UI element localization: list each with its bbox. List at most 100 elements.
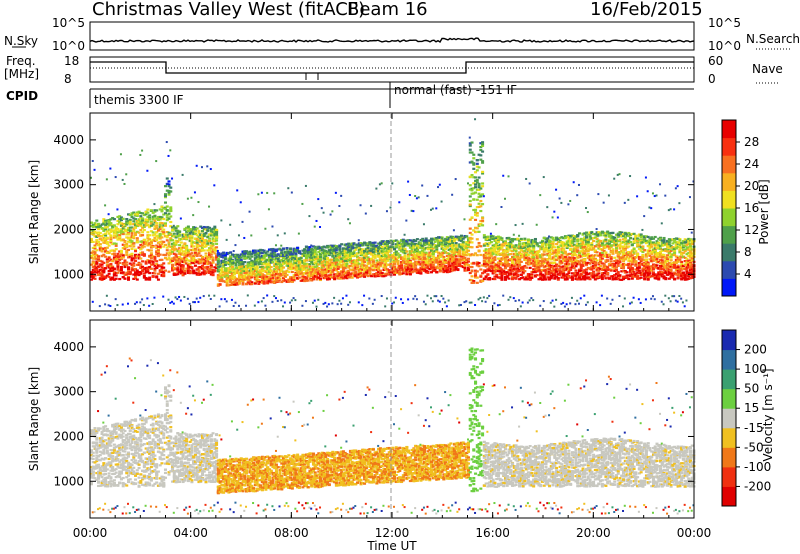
echo-cell [276,262,280,265]
echo-cell [447,240,451,243]
echo-cell [257,251,261,255]
echo-cell [477,195,481,198]
echo-cell [144,262,148,265]
echo-cell [200,236,204,239]
echo-cell [475,179,479,182]
echo-cell [475,188,479,191]
scatter-cell [412,210,415,213]
echo-cell [375,267,379,270]
echo-cell [333,256,337,260]
echo-cell [197,266,201,269]
echo-cell [107,219,111,223]
echo-cell [373,246,377,250]
echo-cell [181,236,185,239]
echo-cell [310,268,314,271]
echo-cell [126,268,130,271]
echo-cell [419,245,423,249]
echo-cell [466,257,470,260]
echo-cell [121,263,125,266]
echo-cell [391,256,395,260]
echo-cell [472,254,476,257]
echo-cell [206,268,210,271]
echo-cell [297,270,301,273]
echo-cell [153,272,157,275]
echo-cell [382,247,386,251]
echo-cell [319,260,323,263]
echo-cell [91,250,95,253]
echo-cell [149,222,153,225]
echo-cell [193,230,197,233]
echo-cell [422,239,426,242]
echo-cell [176,256,180,259]
noise-cell [333,296,336,299]
echo-cell [137,246,141,249]
echo-cell [141,234,145,237]
echo-cell [169,233,173,236]
echo-cell [132,220,136,223]
echo-cell [90,256,93,259]
echo-cell [303,266,307,269]
echo-cell [315,275,319,279]
echo-cell [97,255,101,258]
scatter-cell [421,184,424,187]
echo-cell [105,260,109,264]
echo-cell [146,215,150,218]
scatter-cell [466,182,469,185]
echo-cell [237,275,241,278]
echo-cell [119,232,123,235]
echo-cell [324,252,328,256]
echo-cell [239,260,243,263]
echo-cell [266,250,270,253]
echo-cell [158,253,162,256]
echo-cell [160,273,164,276]
echo-cell [202,225,206,229]
echo-cell [193,258,197,262]
echo-cell [257,254,261,257]
echo-cell [310,261,314,264]
echo-cell [105,264,109,268]
echo-cell [163,269,167,272]
echo-cell [102,267,106,270]
echo-cell [190,228,194,231]
echo-cell [90,232,93,235]
echo-cell [421,266,425,269]
echo-cell [107,269,111,273]
echo-cell [190,271,194,274]
echo-cell [368,268,372,271]
scatter-cell [417,196,420,199]
echo-cell [146,278,150,281]
scatter-cell [273,192,276,195]
echo-cell [458,260,462,264]
echo-cell [174,229,178,232]
echo-cell [324,273,328,277]
echo-cell [412,256,416,259]
noise-cell [327,303,330,306]
echo-cell [459,237,463,240]
echo-cell [241,274,245,278]
echo-cell [419,272,423,275]
echo-cell [141,240,145,243]
echo-cell [262,254,266,257]
echo-cell [237,277,241,280]
noise-cell [338,299,341,302]
echo-cell [430,271,434,274]
echo-cell [278,266,282,269]
echo-cell [283,261,287,264]
scatter-cell [107,213,110,216]
echo-cell [200,267,204,270]
echo-cell [245,271,249,274]
echo-cell [336,274,340,277]
echo-cell [398,255,402,258]
echo-cell [119,228,123,231]
echo-cell [391,271,395,274]
echo-cell [158,227,162,230]
echo-cell [97,244,101,247]
echo-cell [160,216,164,219]
echo-cell [202,232,206,236]
echo-cell [315,253,319,256]
noise-cell [271,300,274,303]
echo-cell [452,257,456,260]
echo-cell [125,236,129,239]
echo-cell [347,256,351,259]
echo-cell [343,275,347,278]
